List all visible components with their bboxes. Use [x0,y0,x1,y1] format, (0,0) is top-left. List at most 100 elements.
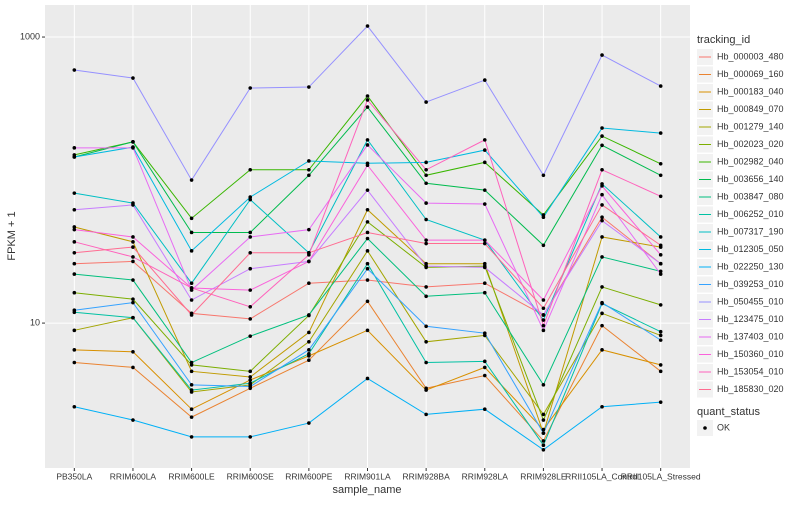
data-point [482,265,487,270]
data-point [189,216,194,221]
data-point [600,184,604,188]
data-point [424,160,428,165]
data-point [189,388,194,392]
data-point [189,313,194,317]
legend-label: Hb_000069_160 [717,69,784,79]
data-point [365,94,370,98]
data-point [248,378,253,382]
data-point [131,245,135,249]
data-point [307,85,311,89]
data-point [658,84,663,88]
data-point [248,266,253,271]
data-point [248,251,253,255]
data-point [189,249,194,253]
data-point [658,261,663,266]
data-point [482,281,487,286]
data-point [307,259,311,264]
data-point [600,285,604,289]
data-point [365,163,370,168]
data-point [248,86,253,90]
legend-label: Hb_123475_010 [717,314,784,324]
legend-label: Hb_003656_140 [717,174,784,184]
data-point [541,323,546,328]
data-point [482,148,487,152]
x-tick-label: RRIM600LA [110,471,157,481]
x-tick-label: RRIM600SE [227,471,275,481]
data-point [189,281,194,286]
data-point [307,351,311,356]
data-point [72,207,77,212]
x-axis-title: sample_name [332,484,401,496]
data-point [600,311,604,316]
data-point [365,220,370,224]
data-point [131,300,135,305]
data-point [72,272,77,276]
data-point [424,181,428,186]
data-point [424,264,428,268]
data-point [365,328,370,333]
legend-label: Hb_185830_020 [717,384,784,394]
data-point [658,253,663,257]
x-tick-label: PB350LA [56,471,92,481]
data-point [131,240,135,244]
data-point [365,376,370,381]
data-point [482,359,487,364]
data-point [424,201,428,205]
data-point [131,278,135,282]
data-point [307,173,311,178]
x-tick-label: RRII105LA_Stressed [621,471,701,481]
legend-label: OK [717,422,730,432]
data-point [482,365,487,370]
data-point [658,363,663,367]
legend-label: Hb_000003_480 [717,51,784,61]
legend-label: Hb_001279_140 [717,121,784,131]
data-point [72,146,77,150]
data-point [307,330,311,335]
data-point [72,191,77,195]
data-point [658,194,663,199]
data-point [658,303,663,307]
data-point [600,192,604,197]
data-point [424,167,428,172]
data-point [424,173,428,178]
data-point [658,369,663,374]
data-point [72,290,77,295]
data-point [600,134,604,138]
data-point [131,255,135,259]
data-point [541,383,546,387]
data-point [658,173,663,178]
data-point [307,227,311,232]
data-point [189,360,194,365]
data-point [248,288,253,292]
data-point [365,278,370,282]
data-point [189,435,194,439]
data-point [541,412,546,417]
data-point [248,317,253,321]
data-point [541,318,546,322]
data-point [658,333,663,338]
data-point [365,24,370,28]
data-point [72,251,77,255]
legend-label: Hb_022250_130 [717,261,784,271]
data-point [307,281,311,286]
data-point [189,298,194,302]
data-point [424,241,428,246]
data-point [248,384,253,389]
data-point [424,324,428,329]
data-point [72,348,77,352]
data-point [541,306,546,311]
data-point [541,439,546,443]
data-point [482,331,487,335]
data-point [131,140,135,144]
data-point [600,126,604,130]
data-point [365,230,370,235]
data-point [541,431,546,435]
x-tick-label: RRIM928LE [520,471,567,481]
data-point [482,373,487,378]
data-point [424,339,428,344]
data-point [482,78,487,82]
data-point [541,448,546,452]
data-point [365,299,370,304]
data-point [365,207,370,212]
